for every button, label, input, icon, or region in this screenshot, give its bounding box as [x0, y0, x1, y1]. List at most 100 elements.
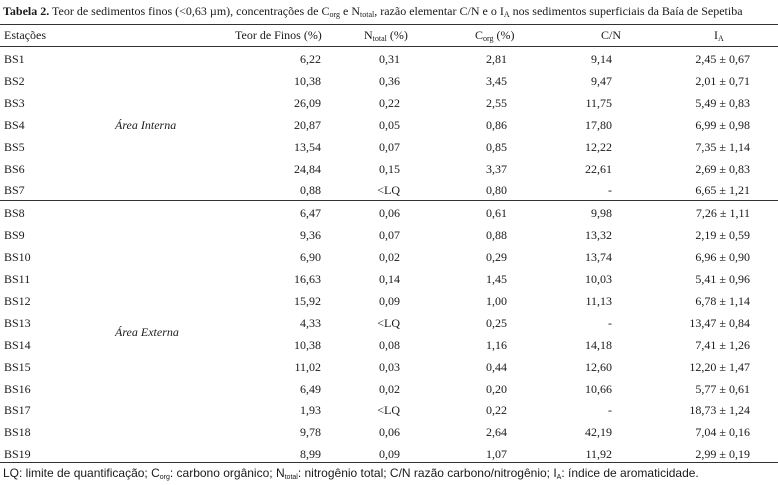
cell-corg: 1,45 — [486, 272, 507, 286]
cell-corg: 0,61 — [486, 206, 507, 221]
header-ntotal: Ntotal (%) — [364, 28, 408, 43]
cell-ia: 7,41 ± 1,26 — [695, 337, 750, 352]
cell-station: BS5 — [4, 139, 25, 154]
cell-corg: 3,37 — [486, 161, 507, 176]
cell-ia: 7,35 ± 1,14 — [695, 139, 750, 154]
cell-corg: 1,16 — [486, 337, 507, 352]
cell-corg: 0,80 — [486, 183, 507, 198]
cell-ia: 12,20 ± 1,47 — [689, 359, 750, 374]
cell-ntotal: 0,07 — [379, 228, 400, 243]
cell-cn: 11,92 — [585, 447, 612, 462]
cell-ia: 7,26 ± 1,11 — [695, 206, 750, 221]
header-cn: C/N — [601, 28, 622, 42]
cell-ntotal: 0,22 — [379, 95, 400, 110]
table-row: BS16 6,49 0,02 0,20 10,66 5,77 ± 0,61 — [0, 377, 778, 399]
cell-ntotal: 0,09 — [379, 293, 400, 308]
caption-text: nos sedimentos superficiais da Baía de S… — [509, 4, 743, 18]
table-row: BS5 13,54 0,07 0,85 12,22 7,35 ± 1,14 — [0, 135, 778, 157]
cell-ia: 6,96 ± 0,90 — [695, 250, 750, 265]
caption-text: e N — [340, 4, 360, 18]
cell-ia: 5,77 ± 0,61 — [695, 381, 750, 396]
cell-fines: 11,02 — [294, 359, 321, 374]
bottom-rule — [0, 462, 778, 463]
cell-station: BS1 — [4, 52, 25, 66]
caption-text: , razão elementar C/N e o I — [374, 4, 504, 18]
table-row: BS19 8,99 0,09 1,07 11,92 2,99 ± 0,19 — [0, 442, 778, 464]
cell-station: BS19 — [4, 447, 31, 462]
cell-ntotal: <LQ — [377, 403, 400, 418]
cell-fines: 24,84 — [294, 161, 321, 176]
cell-ntotal: 0,07 — [379, 139, 400, 154]
cell-corg: 0,22 — [486, 403, 507, 418]
cell-cn: 22,61 — [585, 161, 612, 176]
cell-station: BS17 — [4, 403, 31, 418]
cell-corg: 0,44 — [486, 359, 507, 374]
cell-corg: 1,07 — [486, 447, 507, 462]
cell-station: BS3 — [4, 95, 25, 110]
cell-fines: 1,93 — [300, 403, 321, 418]
cell-cn: - — [608, 315, 612, 330]
table-row: BS6 24,84 0,15 3,37 22,61 2,69 ± 0,83 — [0, 157, 778, 179]
cell-corg: 0,85 — [486, 139, 507, 154]
cell-corg: 0,88 — [486, 228, 507, 243]
cell-ia: 2,99 ± 0,19 — [695, 447, 750, 462]
cell-station: BS16 — [4, 381, 31, 396]
table-row: BS7 0,88 <LQ 0,80 - 6,65 ± 1,21 — [0, 178, 778, 200]
cell-cn: 13,32 — [585, 228, 612, 243]
cell-fines: 16,63 — [294, 272, 321, 286]
cell-fines: 26,09 — [294, 95, 321, 110]
cell-cn: 9,14 — [591, 52, 612, 66]
cell-fines: 6,49 — [300, 381, 321, 396]
cell-ntotal: 0,09 — [379, 447, 400, 462]
cell-cn: - — [608, 183, 612, 198]
cell-fines: 20,87 — [294, 117, 321, 132]
cell-corg: 0,20 — [486, 381, 507, 396]
cell-ia: 13,47 ± 0,84 — [689, 315, 750, 330]
cell-cn: 42,19 — [585, 425, 612, 440]
cell-cn: 11,75 — [585, 95, 612, 110]
cell-cn: 10,03 — [585, 272, 612, 286]
cell-corg: 2,81 — [486, 52, 507, 66]
cell-ntotal: 0,06 — [379, 425, 400, 440]
cell-station: BS18 — [4, 425, 31, 440]
cell-cn: 17,80 — [585, 117, 612, 132]
cell-station: BS7 — [4, 183, 25, 198]
cell-cn: - — [608, 403, 612, 418]
table-row: BS3 26,09 0,22 2,55 11,75 5,49 ± 0,83 — [0, 91, 778, 113]
cell-station: BS9 — [4, 228, 25, 243]
cell-ntotal: <LQ — [377, 315, 400, 330]
cell-ntotal: 0,36 — [379, 73, 400, 88]
table-row: BS4 20,87 0,05 0,86 17,80 6,99 ± 0,98 — [0, 113, 778, 135]
cell-station: BS13 — [4, 315, 31, 330]
caption-sub-ntotal: total — [360, 10, 375, 19]
cell-cn: 9,47 — [591, 73, 612, 88]
group-divider-rule — [0, 200, 778, 201]
table-row: BS18 9,78 0,06 2,64 42,19 7,04 ± 0,16 — [0, 420, 778, 442]
cell-ntotal: 0,15 — [379, 161, 400, 176]
cell-ia: 2,69 ± 0,83 — [695, 161, 750, 176]
cell-ia: 2,45 ± 0,67 — [695, 52, 750, 66]
cell-ia: 5,41 ± 0,96 — [695, 272, 750, 286]
cell-cn: 9,98 — [591, 206, 612, 221]
cell-station: BS4 — [4, 117, 25, 132]
cell-ia: 6,65 ± 1,21 — [695, 183, 750, 198]
table-row: BS10 6,90 0,02 0,29 13,74 6,96 ± 0,90 — [0, 245, 778, 267]
cell-corg: 0,29 — [486, 250, 507, 265]
table-row: BS15 11,02 0,03 0,44 12,60 12,20 ± 1,47 — [0, 355, 778, 377]
table-label: Tabela 2. — [3, 4, 50, 18]
caption-sub-corg: org — [329, 10, 340, 19]
cell-ia: 6,78 ± 1,14 — [695, 293, 750, 308]
cell-fines: 0,88 — [300, 183, 321, 198]
cell-station: BS6 — [4, 161, 25, 176]
cell-fines: 13,54 — [294, 139, 321, 154]
cell-corg: 0,25 — [486, 315, 507, 330]
cell-ntotal: 0,31 — [379, 52, 400, 66]
cell-fines: 15,92 — [294, 293, 321, 308]
cell-cn: 12,60 — [585, 359, 612, 374]
group-label-internal: Área Interna — [115, 118, 177, 132]
table-caption: Tabela 2. Teor de sedimentos finos (<0,6… — [3, 4, 775, 19]
cell-ntotal: 0,05 — [379, 117, 400, 132]
cell-cn: 12,22 — [585, 139, 612, 154]
cell-cn: 14,18 — [585, 337, 612, 352]
cell-station: BS10 — [4, 250, 31, 265]
